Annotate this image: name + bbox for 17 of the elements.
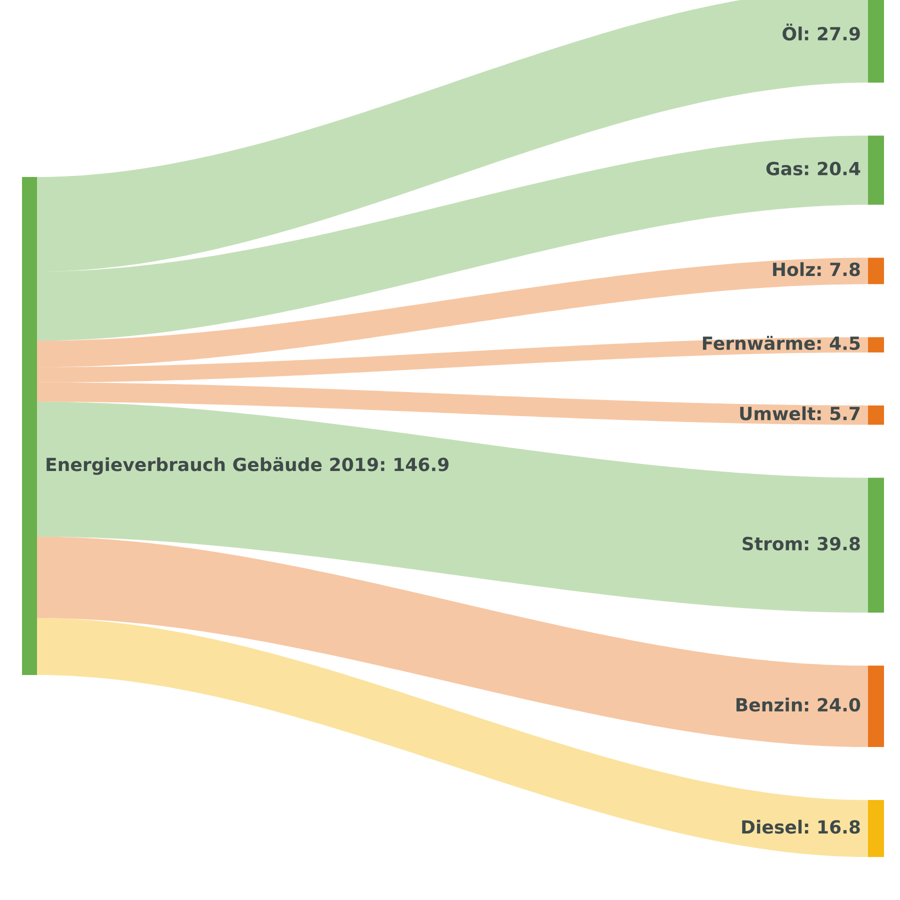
data-label: : 5.7 <box>818 406 860 420</box>
data-label: : 7.8 <box>818 262 860 276</box>
data-label: : 27.9 <box>804 26 860 41</box>
category-label: Öl <box>782 24 802 41</box>
category-label: Benzin <box>736 698 802 712</box>
category-label: Umwelt <box>740 406 816 420</box>
data-label: : 39.8 <box>804 536 860 550</box>
category-label: Fernwärme <box>702 336 815 350</box>
category-label: Strom <box>742 536 802 550</box>
data-label: : 16.8 <box>804 820 860 834</box>
data-label: : 24.0 <box>804 698 860 712</box>
category-label: Holz <box>773 262 815 276</box>
text: Energieverbrauch Gebäude 2019: 146.9 <box>46 457 449 475</box>
category-label: Diesel <box>742 820 802 834</box>
data-label: : 20.4 <box>804 162 860 176</box>
category-label: Gas <box>766 162 802 176</box>
data-label: : 4.5 <box>818 336 860 350</box>
